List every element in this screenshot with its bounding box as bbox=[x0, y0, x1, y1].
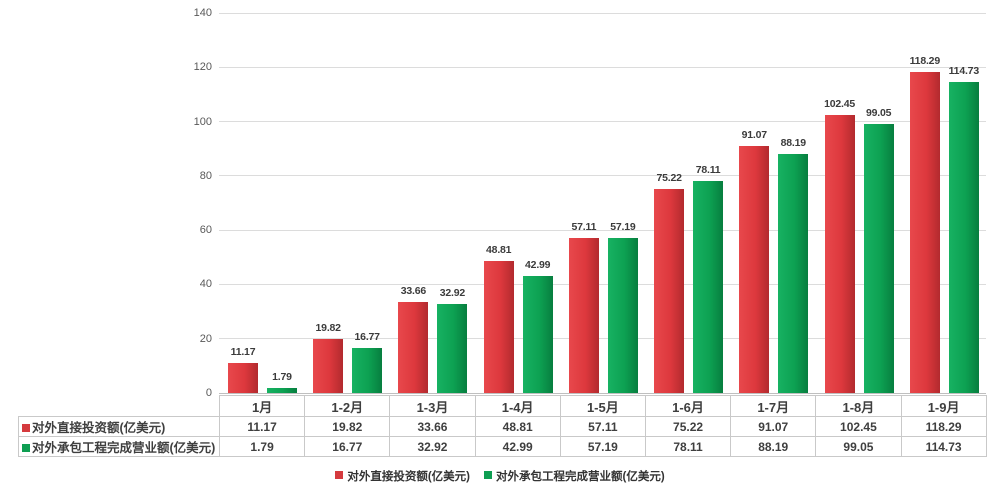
y-tick-label: 60 bbox=[199, 224, 212, 237]
table-value-cell: 32.92 bbox=[389, 436, 476, 457]
bar-value-label: 48.81 bbox=[486, 243, 512, 256]
table-value-cell: 114.73 bbox=[900, 436, 987, 457]
table-corner-cell bbox=[18, 395, 220, 417]
table-value-cell: 33.66 bbox=[389, 416, 476, 437]
table-value-cell: 11.17 bbox=[218, 416, 306, 437]
gridline bbox=[219, 229, 986, 231]
bar-value-label: 57.19 bbox=[610, 220, 636, 233]
y-tick-label: 0 bbox=[205, 387, 212, 399]
category-header-1-4月: 1-4月 bbox=[474, 395, 561, 417]
bar-value-label: 32.92 bbox=[439, 286, 466, 299]
category-header-1-8月: 1-8月 bbox=[815, 395, 902, 417]
gridline bbox=[219, 66, 986, 68]
table-value-cell: 99.05 bbox=[815, 436, 902, 457]
bar-contract-1-5月 bbox=[607, 237, 638, 393]
bar-contract-1月 bbox=[267, 388, 297, 393]
bar-value-label: 99.05 bbox=[865, 107, 892, 120]
bar-investment-1月 bbox=[228, 362, 258, 393]
category-header-1-6月: 1-6月 bbox=[644, 395, 732, 417]
bar-value-label: 88.19 bbox=[780, 136, 806, 149]
chart-data-table: 1月 1-2月 1-3月 1-4月 1-5月 1-6月 1-7月 1-8月 1-9月 对外直接投资… bbox=[18, 395, 987, 457]
category-header-1-3月: 1-3月 bbox=[389, 395, 476, 417]
y-tick-label: 20 bbox=[199, 332, 212, 345]
y-tick-label: 120 bbox=[193, 61, 212, 74]
green-series-swatch-icon bbox=[22, 443, 30, 452]
bar-investment-1-6月 bbox=[654, 188, 685, 393]
y-tick-label: 40 bbox=[199, 278, 212, 291]
gridline bbox=[219, 121, 986, 123]
bar-investment-1-8月 bbox=[824, 114, 855, 393]
bar-value-label: 91.07 bbox=[741, 128, 767, 141]
bar-investment-1-7月 bbox=[739, 145, 770, 393]
table-value-cell: 102.45 bbox=[815, 416, 902, 437]
category-header-1月: 1月 bbox=[218, 395, 306, 417]
table-value-cell: 57.11 bbox=[559, 416, 646, 437]
table-value-cell: 19.82 bbox=[304, 416, 391, 437]
bar-contract-1-7月 bbox=[778, 153, 809, 393]
table-value-cell: 16.77 bbox=[304, 436, 391, 457]
x-axis-line bbox=[219, 392, 986, 394]
series-row-label: 对外承包工程完成营业额(亿美元) bbox=[18, 436, 220, 457]
series-row-label: 对外直接投资额(亿美元) bbox=[18, 416, 220, 437]
legend-item-contract: 对外承包工程完成营业额(亿美元) bbox=[484, 468, 665, 484]
bar-investment-1-9月 bbox=[909, 71, 940, 393]
table-value-cell: 57.19 bbox=[559, 436, 646, 457]
gridline bbox=[219, 338, 986, 340]
red-series-swatch-icon bbox=[22, 423, 30, 432]
bar-value-label: 1.79 bbox=[272, 371, 292, 384]
bar-investment-1-5月 bbox=[568, 238, 599, 393]
gridline bbox=[219, 283, 986, 285]
category-header-1-5月: 1-5月 bbox=[559, 395, 646, 417]
bar-value-label: 16.77 bbox=[354, 330, 380, 343]
gridline bbox=[219, 175, 986, 177]
table-value-cell: 75.22 bbox=[644, 416, 732, 437]
green-legend-swatch-icon bbox=[484, 471, 492, 479]
y-tick-label: 140 bbox=[193, 7, 212, 19]
bar-contract-1-8月 bbox=[863, 124, 894, 393]
bar-contract-1-9月 bbox=[948, 81, 979, 393]
table-value-cell: 1.79 bbox=[218, 436, 306, 457]
table-row: 对外承包工程完成营业额(亿美元) 1.79 16.77 32.92 42.99 57.19… bbox=[18, 436, 987, 457]
category-header-1-7月: 1-7月 bbox=[730, 395, 817, 417]
table-row: 对外直接投资额(亿美元) 11.17 19.82 33.66 48.81 57.11 75.… bbox=[18, 416, 987, 437]
bar-value-label: 102.45 bbox=[824, 97, 856, 110]
table-value-cell: 91.07 bbox=[730, 416, 817, 437]
bar-value-label: 19.82 bbox=[315, 322, 341, 335]
table-value-cell: 88.19 bbox=[730, 436, 817, 457]
bar-investment-1-3月 bbox=[398, 301, 429, 393]
table-value-cell: 42.99 bbox=[474, 436, 561, 457]
gridline bbox=[219, 12, 986, 14]
legend-label: 对外直接投资额(亿美元) bbox=[347, 471, 470, 483]
red-legend-swatch-icon bbox=[335, 471, 344, 479]
table-value-cell: 78.11 bbox=[644, 436, 732, 457]
bar-value-label: 114.73 bbox=[948, 64, 980, 77]
y-tick-label: 100 bbox=[193, 115, 212, 128]
bar-value-label: 118.29 bbox=[909, 54, 941, 67]
bar-value-label: 33.66 bbox=[400, 284, 427, 297]
bar-investment-1-2月 bbox=[313, 339, 344, 393]
bar-contract-1-2月 bbox=[352, 347, 383, 393]
y-tick-label: 80 bbox=[199, 169, 212, 182]
bar-value-label: 42.99 bbox=[525, 259, 551, 272]
legend-item-investment: 对外直接投资额(亿美元) bbox=[335, 468, 470, 484]
category-header-1-9月: 1-9月 bbox=[900, 395, 987, 417]
bar-investment-1-4月 bbox=[483, 260, 514, 393]
bar-value-label: 57.11 bbox=[571, 221, 597, 233]
bar-value-label: 75.22 bbox=[656, 171, 682, 184]
bar-contract-1-3月 bbox=[437, 303, 468, 393]
table-value-cell: 48.81 bbox=[474, 416, 561, 437]
bar-value-label: 78.11 bbox=[695, 164, 721, 176]
legend-label: 对外承包工程完成营业额(亿美元) bbox=[496, 471, 665, 483]
bar-contract-1-6月 bbox=[693, 181, 724, 393]
chart-legend: 对外直接投资额(亿美元) 对外承包工程完成营业额(亿美元) bbox=[0, 468, 1000, 484]
bar-contract-1-4月 bbox=[522, 276, 553, 393]
bar-value-label: 11.17 bbox=[230, 345, 256, 358]
category-header-1-2月: 1-2月 bbox=[304, 395, 391, 417]
table-value-cell: 118.29 bbox=[900, 416, 987, 437]
